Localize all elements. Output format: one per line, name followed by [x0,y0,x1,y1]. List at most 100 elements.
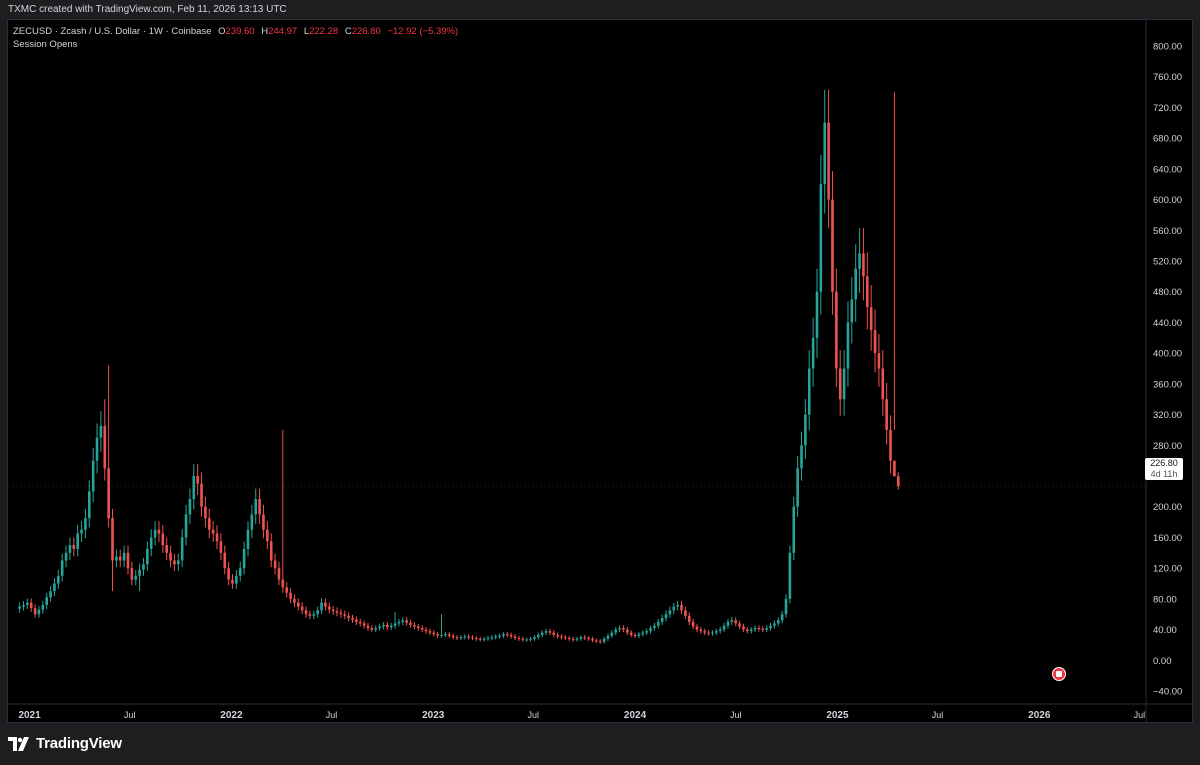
candle-body [850,299,854,323]
candle-body [506,634,509,636]
legend-close: 226.80 [351,26,381,37]
candle-body [637,634,641,636]
candle-body [877,353,881,369]
candle-body [734,620,738,624]
y-tick-label: 760.00 [1153,72,1182,83]
candle-body [517,638,521,640]
candle-body [738,623,741,627]
candle-body [432,632,436,635]
candle-body [529,638,532,640]
candle-body [188,499,192,515]
candle-body [26,602,29,605]
candle-body [204,506,207,519]
candle-body [393,623,397,626]
candle-body [656,621,660,626]
candle-body [722,625,726,630]
candle-body [792,506,796,553]
candle-body [428,631,432,633]
candle-body [451,635,455,638]
candle-body [238,568,242,576]
candle-body [664,614,668,619]
candle-body [695,626,699,630]
candle-body [699,629,703,632]
candle-body [413,624,416,627]
legend-low: 222.28 [309,26,339,37]
candle-body [893,460,896,477]
candle-body [788,552,792,599]
candle-body [804,414,807,446]
y-tick-label: 480.00 [1153,287,1182,298]
candle-body [896,476,900,487]
legend-close-label: C [344,26,352,37]
candle-body [103,426,107,469]
candle-body [835,291,838,369]
chart-legend: ZECUSD · Zcash / U.S. Dollar · 1W · Coin… [13,25,458,51]
legend-symbol: ZECUSD · Zcash / U.S. Dollar · 1W · Coin… [13,26,212,37]
candle-body [780,614,784,621]
chart-panel[interactable]: −40.00 0.00 40.00 80.00 120.00 160.00 200.00 24… [7,19,1193,723]
candle-body [753,628,757,630]
y-tick-label: 440.00 [1153,318,1182,329]
candle-body [366,625,370,629]
candle-body [618,628,621,630]
candle-body [866,276,869,308]
candle-body [300,606,304,611]
candle-body [776,620,780,624]
candle-body [324,602,327,607]
candle-body [800,445,803,469]
candle-body [22,605,25,607]
candle-body [347,615,350,619]
candle-body [169,552,172,561]
candle-body [769,625,772,629]
candle-body [362,623,366,626]
y-tick-label: 280.00 [1153,441,1182,452]
candle-body [467,636,470,638]
y-tick-label: 720.00 [1153,103,1182,114]
candle-body [95,437,99,461]
indicator-session-opens[interactable]: Session Opens [13,39,78,50]
candle-body [320,602,323,611]
flag-icon[interactable] [1052,667,1066,681]
x-tick-label: Jul [1134,710,1146,720]
candle-body [463,636,467,638]
candle-body [378,626,381,629]
candle-body [374,628,378,630]
candle-body [53,583,56,592]
candle-body [811,337,815,369]
candle-body [556,634,559,637]
candle-body [273,560,277,569]
candle-body [726,621,730,626]
candle-body [134,575,138,580]
y-tick-label: 40.00 [1153,625,1177,636]
candle-body [622,628,625,630]
candle-body [672,606,676,611]
candle-body [482,638,486,640]
candle-body [676,605,679,607]
candle-body [262,514,265,530]
legend-high: 244.97 [268,26,298,37]
candle-body [157,529,161,534]
price-chart[interactable]: −40.00 0.00 40.00 80.00 120.00 160.00 200.00 24… [8,20,1192,722]
x-tick-label: Jul [528,710,540,720]
candle-body [149,537,153,549]
candle-body [258,499,261,515]
candle-body [846,322,850,369]
candle-body [142,564,145,570]
candle-body [730,620,734,622]
candle-body [475,638,478,640]
candle-body [184,514,188,538]
candle-body [41,605,45,610]
tradingview-logo: TradingView [8,735,122,752]
candle-body [293,598,296,603]
candle-body [765,628,768,630]
candle-body [84,518,87,530]
tradingview-brand: TradingView [36,735,122,752]
candle-body [111,518,114,561]
candle-body [358,621,362,624]
y-tick-label: 560.00 [1153,226,1182,237]
candle-body [192,476,196,500]
candle-body [784,598,788,615]
chart-credit: TXMC created with TradingView.com, Feb 1… [8,4,287,15]
candle-body [215,533,219,542]
candle-body [459,637,463,639]
